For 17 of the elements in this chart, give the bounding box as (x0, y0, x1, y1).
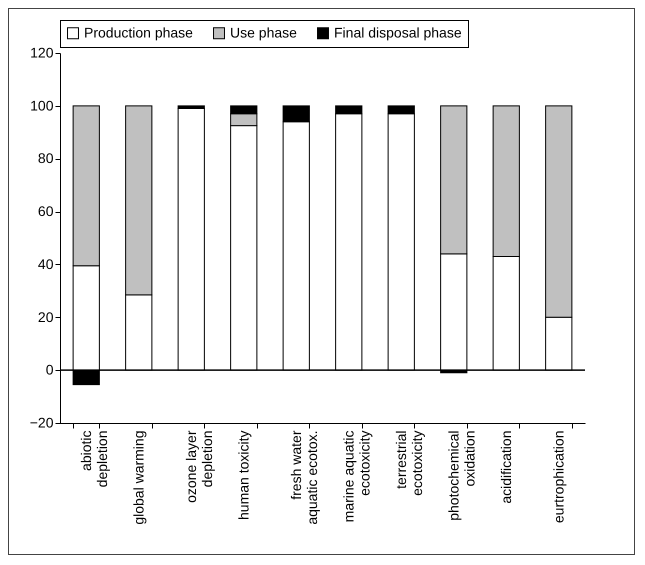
y-tick-label: 20 (38, 308, 54, 325)
x-tick-label: acidification (498, 430, 514, 504)
y-tick-label: 100 (30, 97, 54, 114)
y-tick-label: 0 (46, 362, 54, 378)
x-tick-label: abiotic depletion (78, 430, 110, 488)
y-tick-label: 60 (38, 203, 54, 220)
legend-label: Use phase (230, 24, 298, 40)
y-tick-label: 120 (30, 44, 54, 60)
legend-label: Final disposal phase (334, 24, 462, 40)
x-tick-label: human toxicity (235, 430, 252, 520)
x-tick-label: eurtrophication (550, 430, 566, 524)
x-tick-label: global warming (130, 430, 146, 525)
y-tick-label: 80 (38, 150, 54, 166)
y-tick-label: 40 (38, 256, 54, 272)
legend-label: Production phase (84, 24, 194, 40)
x-tick-label: fresh water aquatic ecotox. (288, 430, 320, 525)
y-tick-label: −20 (30, 414, 54, 430)
